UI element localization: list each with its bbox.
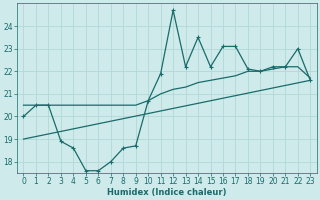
X-axis label: Humidex (Indice chaleur): Humidex (Indice chaleur)	[107, 188, 227, 197]
